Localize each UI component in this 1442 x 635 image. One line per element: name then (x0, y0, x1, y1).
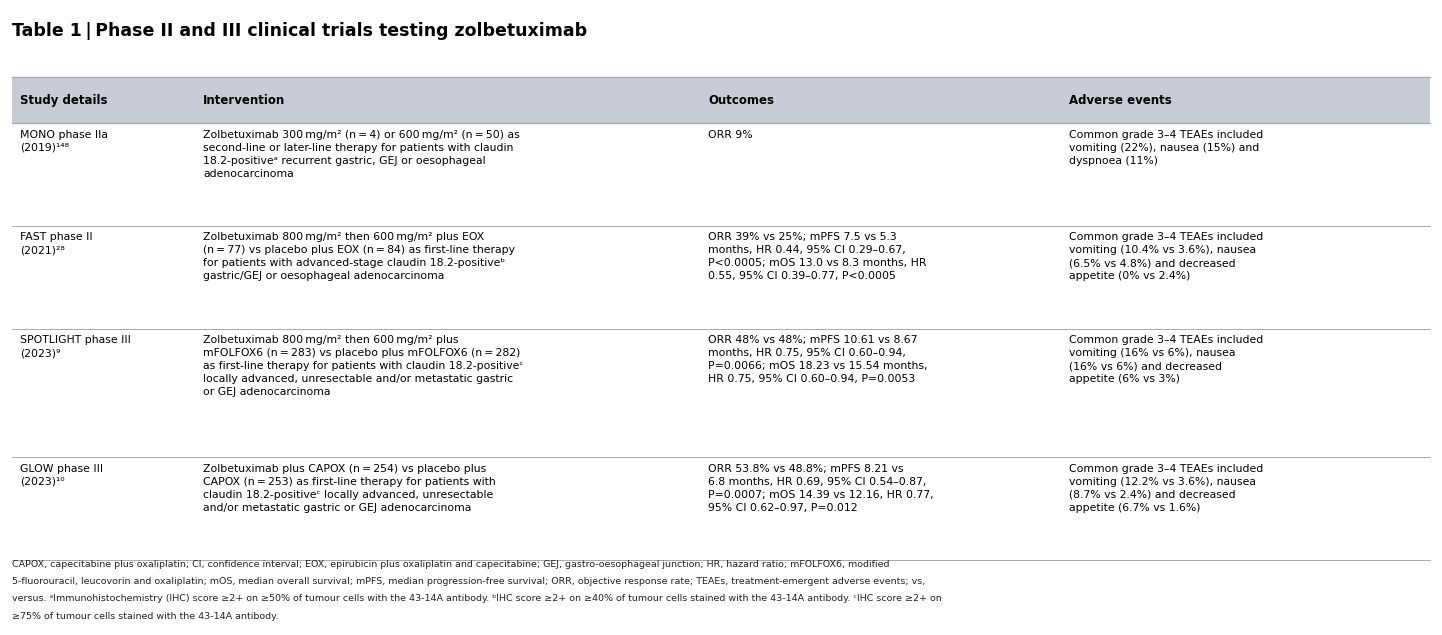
Text: ORR 48% vs 48%; mPFS 10.61 vs 8.67
months, HR 0.75, 95% CI 0.60–0.94,
P=0.0066; : ORR 48% vs 48%; mPFS 10.61 vs 8.67 month… (708, 335, 927, 384)
Text: MONO phase IIa
(2019)¹⁴⁸: MONO phase IIa (2019)¹⁴⁸ (20, 130, 108, 152)
Text: Zolbetuximab plus CAPOX (n = 254) vs placebo plus
CAPOX (n = 253) as first-line : Zolbetuximab plus CAPOX (n = 254) vs pla… (203, 464, 496, 512)
Text: Zolbetuximab 300 mg/m² (n = 4) or 600 mg/m² (n = 50) as
second-line or later-lin: Zolbetuximab 300 mg/m² (n = 4) or 600 mg… (203, 130, 521, 178)
Text: 5-fluorouracil, leucovorin and oxaliplatin; mOS, median overall survival; mPFS, : 5-fluorouracil, leucovorin and oxaliplat… (12, 577, 924, 586)
Text: Outcomes: Outcomes (708, 94, 774, 107)
Text: GLOW phase III
(2023)¹⁰: GLOW phase III (2023)¹⁰ (20, 464, 104, 486)
Text: Study details: Study details (20, 94, 108, 107)
Text: Common grade 3–4 TEAEs included
vomiting (22%), nausea (15%) and
dyspnoea (11%): Common grade 3–4 TEAEs included vomiting… (1069, 130, 1263, 166)
Text: Zolbetuximab 800 mg/m² then 600 mg/m² plus EOX
(n = 77) vs placebo plus EOX (n =: Zolbetuximab 800 mg/m² then 600 mg/m² pl… (203, 232, 515, 281)
Text: Zolbetuximab 800 mg/m² then 600 mg/m² plus
mFOLFOX6 (n = 283) vs placebo plus mF: Zolbetuximab 800 mg/m² then 600 mg/m² pl… (203, 335, 523, 398)
Text: Common grade 3–4 TEAEs included
vomiting (16% vs 6%), nausea
(16% vs 6%) and dec: Common grade 3–4 TEAEs included vomiting… (1069, 335, 1263, 384)
Text: Adverse events: Adverse events (1069, 94, 1171, 107)
Text: ORR 53.8% vs 48.8%; mPFS 8.21 vs
6.8 months, HR 0.69, 95% CI 0.54–0.87,
P=0.0007: ORR 53.8% vs 48.8%; mPFS 8.21 vs 6.8 mon… (708, 464, 933, 512)
Text: Table 1 | Phase II and III clinical trials testing zolbetuximab: Table 1 | Phase II and III clinical tria… (12, 22, 587, 40)
Text: ≥75% of tumour cells stained with the 43-14A antibody.: ≥75% of tumour cells stained with the 43… (12, 612, 278, 620)
Text: versus. ᵃImmunohistochemistry (IHC) score ≥2+ on ≥50% of tumour cells with the 4: versus. ᵃImmunohistochemistry (IHC) scor… (12, 594, 942, 603)
Text: ORR 39% vs 25%; mPFS 7.5 vs 5.3
months, HR 0.44, 95% CI 0.29–0.67,
P<0.0005; mOS: ORR 39% vs 25%; mPFS 7.5 vs 5.3 months, … (708, 232, 927, 281)
Text: Intervention: Intervention (203, 94, 286, 107)
Text: CAPOX, capecitabine plus oxaliplatin; CI, confidence interval; EOX, epirubicin p: CAPOX, capecitabine plus oxaliplatin; CI… (12, 560, 890, 569)
Text: ORR 9%: ORR 9% (708, 130, 753, 140)
Text: Common grade 3–4 TEAEs included
vomiting (12.2% vs 3.6%), nausea
(8.7% vs 2.4%) : Common grade 3–4 TEAEs included vomiting… (1069, 464, 1263, 512)
Text: Common grade 3–4 TEAEs included
vomiting (10.4% vs 3.6%), nausea
(6.5% vs 4.8%) : Common grade 3–4 TEAEs included vomiting… (1069, 232, 1263, 281)
Text: FAST phase II
(2021)²⁸: FAST phase II (2021)²⁸ (20, 232, 92, 255)
Bar (12, 77, 1430, 123)
Text: SPOTLIGHT phase III
(2023)⁹: SPOTLIGHT phase III (2023)⁹ (20, 335, 131, 358)
